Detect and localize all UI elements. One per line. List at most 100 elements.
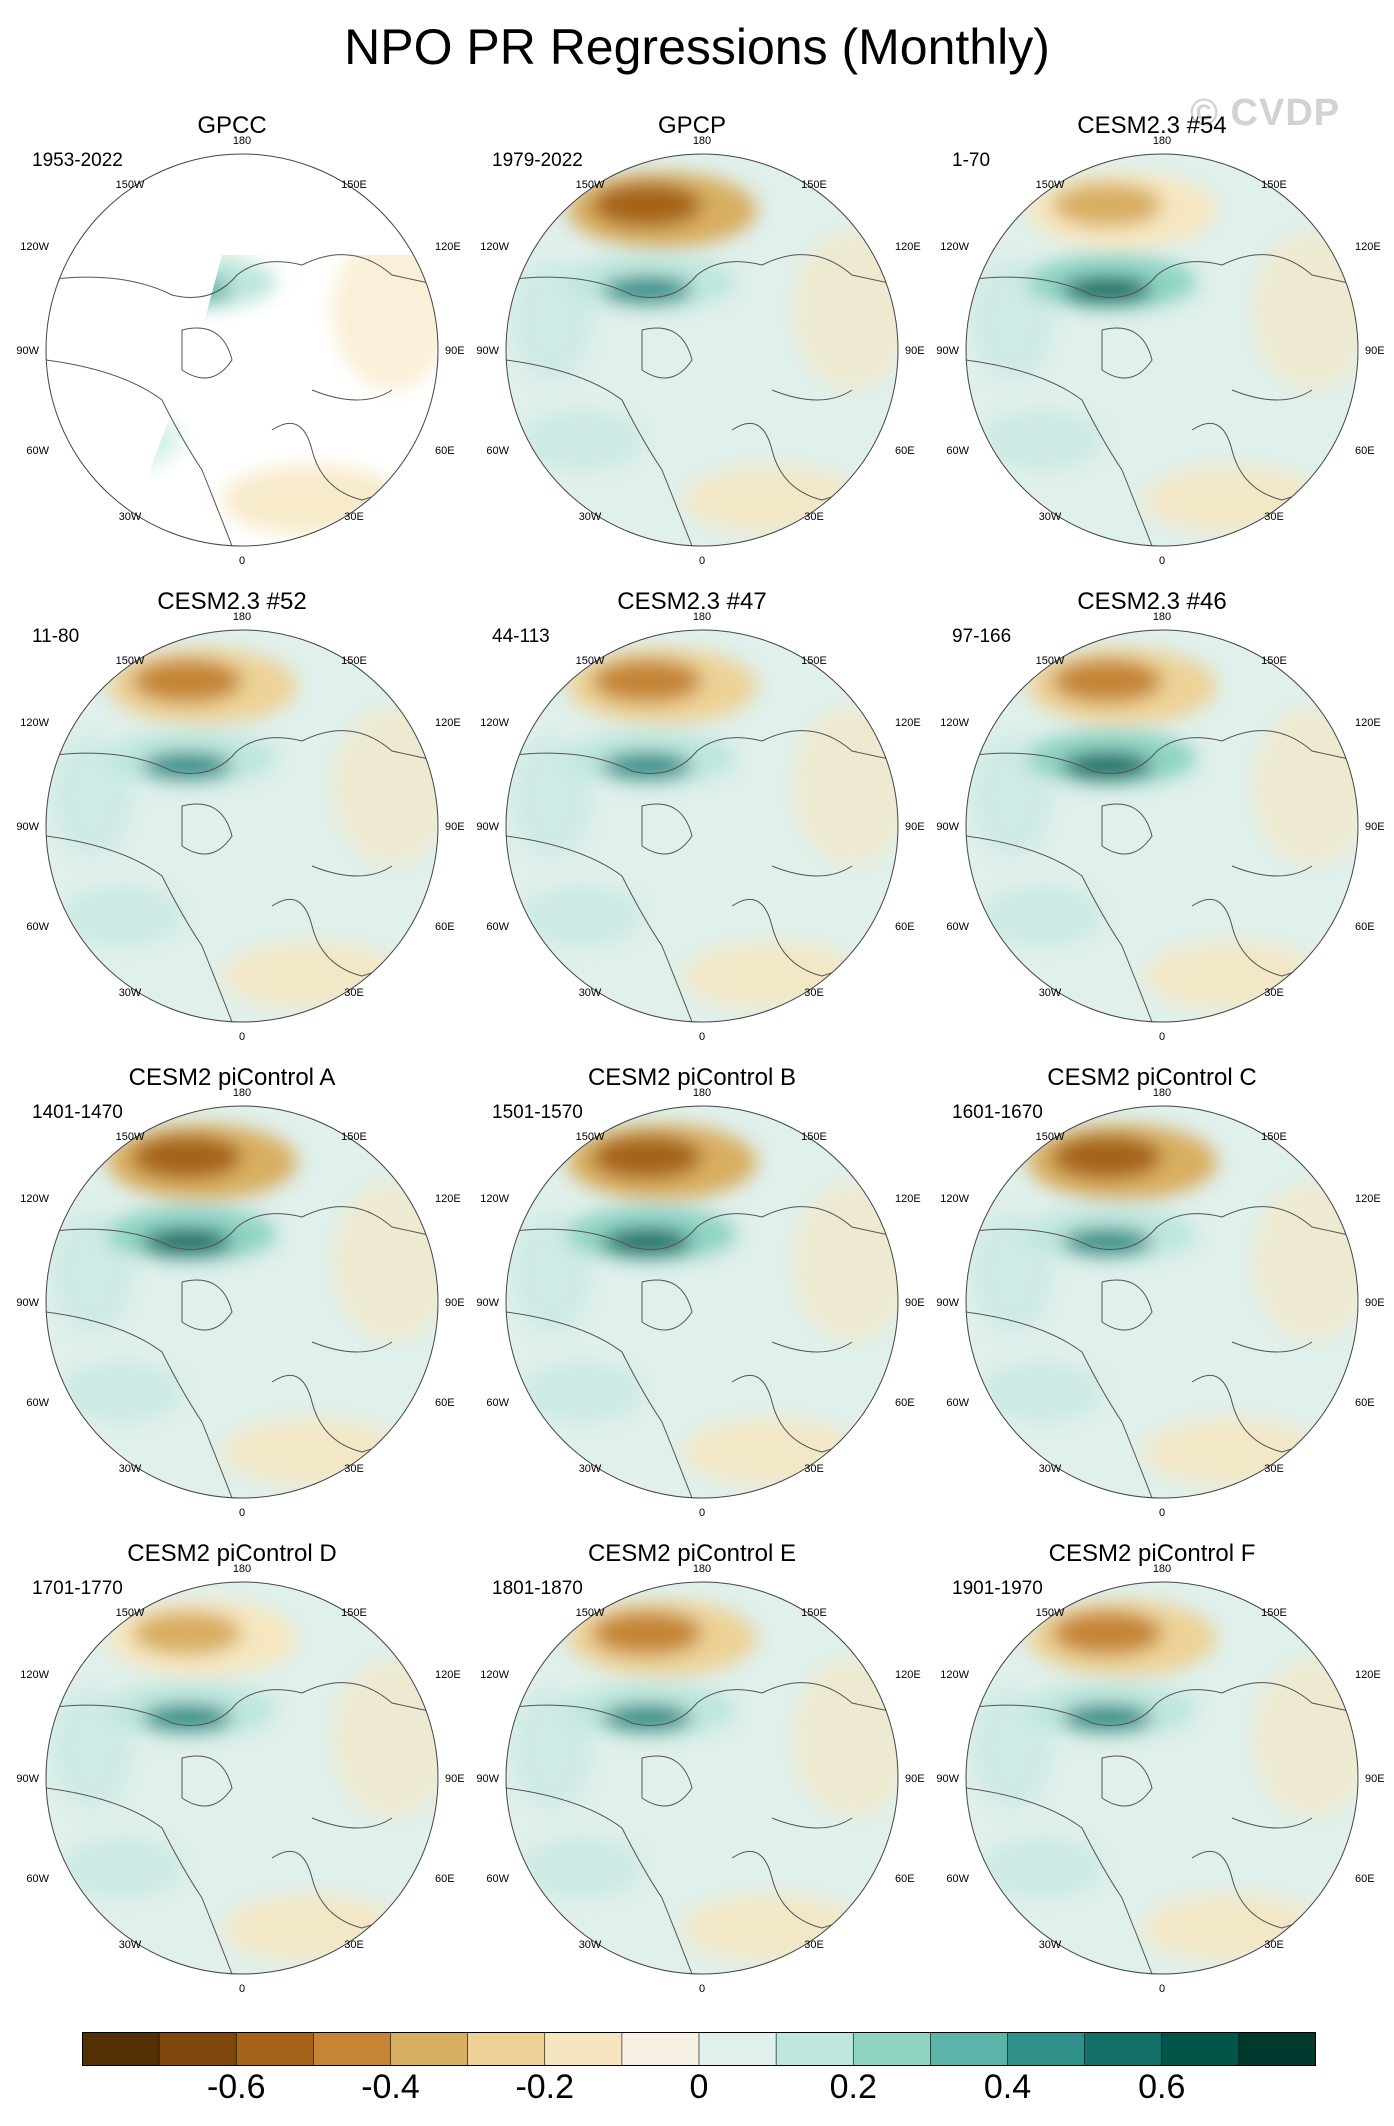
lon-label-lower_right: 30E [1264, 1939, 1284, 1951]
lon-label-mid_upper_right: 120E [435, 1669, 461, 1681]
atlantic-wet-anomaly [982, 886, 1102, 946]
map-panel: GPCP 1979-2022 180 0 150W 150E 120W 120E 90W 90E 6… [476, 112, 924, 567]
coastlines [46, 730, 438, 1022]
atlantic-wet-anomaly [522, 1362, 642, 1422]
lon-label-mid_upper_right: 120E [435, 1193, 461, 1205]
lon-label-left: 90W [476, 821, 499, 833]
panel-period: 1953-2022 [32, 150, 123, 171]
europe-dry-anomaly [222, 1417, 402, 1487]
lon-label-upper_right: 150E [1261, 1607, 1287, 1619]
panel-period: 1401-1470 [32, 1102, 123, 1123]
lon-label-mid_lower_right: 60E [1355, 921, 1375, 933]
lon-label-mid_lower_left: 60W [946, 1873, 969, 1885]
lon-label-left: 90W [16, 821, 39, 833]
lon-label-top: 180 [693, 135, 711, 147]
lon-label-lower_left: 30W [119, 987, 142, 999]
lon-label-mid_lower_left: 60W [486, 445, 509, 457]
lon-label-bottom: 0 [699, 1031, 705, 1043]
lon-label-mid_upper_right: 120E [1355, 1669, 1381, 1681]
atlantic-wet-anomaly [522, 1838, 642, 1898]
lon-label-lower_right: 30E [1264, 987, 1284, 999]
pacific-wet-core [1062, 1228, 1152, 1256]
lon-label-mid_upper_right: 120E [895, 241, 921, 253]
lon-label-mid_upper_left: 120W [20, 717, 49, 729]
panel-title: CESM2 piControl C [1047, 1064, 1257, 1091]
lon-label-upper_right: 150E [801, 1131, 827, 1143]
map-border [965, 1105, 1359, 1499]
lon-label-right: 90E [905, 345, 925, 357]
lon-label-lower_right: 30E [804, 1463, 824, 1475]
lon-label-mid_lower_left: 60W [486, 1397, 509, 1409]
map-border [45, 629, 439, 1023]
map-panel: CESM2 piControl B 1501-1570 180 0 150W 150E 12… [476, 1064, 924, 1519]
lon-label-top: 180 [233, 1087, 251, 1099]
lon-label-upper_right: 150E [341, 179, 367, 191]
lon-label-lower_left: 30W [119, 1939, 142, 1951]
page-title: NPO PR Regressions (Monthly) [344, 19, 1050, 75]
lon-label-left: 90W [476, 345, 499, 357]
pacific-dry-core [592, 659, 702, 703]
colorbar-tick-label: 0.4 [983, 2068, 1032, 2106]
lon-label-mid_lower_left: 60W [486, 1873, 509, 1885]
polar-map: 180 0 150W 150E 120W 120E 90W 90E 60W 60E 30W 30E [476, 1563, 924, 1995]
lon-label-lower_right: 30E [1264, 1463, 1284, 1475]
lon-label-mid_upper_right: 120E [895, 717, 921, 729]
lon-label-mid_upper_left: 120W [940, 241, 969, 253]
lon-label-bottom: 0 [699, 1983, 705, 1995]
lon-label-mid_upper_left: 120W [480, 241, 509, 253]
lon-label-top: 180 [693, 611, 711, 623]
polar-map: 180 0 150W 150E 120W 120E 90W 90E 60W 60E 30W 30E [476, 611, 924, 1043]
pacific-dry-core [592, 183, 702, 227]
lon-label-mid_lower_left: 60W [486, 921, 509, 933]
lon-label-left: 90W [936, 1773, 959, 1785]
colorbar-bin [930, 2032, 1009, 2066]
panel-period: 1701-1770 [32, 1578, 123, 1599]
lon-label-upper_right: 150E [801, 179, 827, 191]
lon-label-lower_right: 30E [804, 987, 824, 999]
lon-label-lower_left: 30W [119, 1463, 142, 1475]
lon-label-mid_upper_left: 120W [940, 717, 969, 729]
lon-label-right: 90E [445, 1773, 465, 1785]
panel-period: 44-113 [492, 626, 550, 647]
lon-label-lower_right: 30E [344, 1939, 364, 1951]
lon-label-upper_left: 150W [116, 179, 145, 191]
colorbar-bin [699, 2032, 777, 2066]
lon-label-mid_lower_left: 60W [946, 921, 969, 933]
lon-label-left: 90W [936, 821, 959, 833]
watermark: © CVDP [1190, 92, 1341, 134]
pacific-dry-core [1052, 1135, 1162, 1179]
map-panel: CESM2 piControl D 1701-1770 180 0 150W 150E 12… [16, 1540, 464, 1995]
lon-label-mid_lower_left: 60W [26, 1873, 49, 1885]
colorbar-tick-label: -0.6 [206, 2068, 266, 2106]
atlantic-wet-anomaly [522, 886, 642, 946]
atlantic-wet-anomaly [62, 886, 182, 946]
pacific-dry-core [1052, 183, 1162, 227]
lon-label-upper_left: 150W [576, 179, 605, 191]
colorbar-bin [82, 2032, 160, 2066]
lon-label-mid_lower_right: 60E [435, 921, 455, 933]
map-border [965, 629, 1359, 1023]
lon-label-mid_lower_right: 60E [435, 1397, 455, 1409]
lon-label-mid_upper_left: 120W [20, 1669, 49, 1681]
lon-label-upper_right: 150E [341, 655, 367, 667]
lon-label-mid_lower_right: 60E [895, 1397, 915, 1409]
lon-label-top: 180 [1153, 1563, 1171, 1575]
lon-label-top: 180 [233, 135, 251, 147]
colorbar-bin [853, 2032, 931, 2066]
lon-label-top: 180 [1153, 135, 1171, 147]
polar-map: 180 0 150W 150E 120W 120E 90W 90E 60W 60E 30W 30E [16, 611, 464, 1043]
lon-label-top: 180 [693, 1563, 711, 1575]
lon-label-right: 90E [445, 1297, 465, 1309]
map-border [505, 153, 899, 547]
lon-label-mid_lower_right: 60E [895, 1873, 915, 1885]
lon-label-lower_left: 30W [579, 511, 602, 523]
lon-label-lower_right: 30E [344, 1463, 364, 1475]
atlantic-wet-anomaly [62, 1838, 182, 1898]
lon-label-upper_right: 150E [1261, 179, 1287, 191]
lon-label-lower_right: 30E [1264, 511, 1284, 523]
pacific-dry-core [1052, 1611, 1162, 1655]
polar-map: 180 0 150W 150E 120W 120E 90W 90E 60W 60E 30W 30E [936, 1087, 1384, 1519]
map-border [505, 1581, 899, 1975]
polar-map: 180 0 150W 150E 120W 120E 90W 90E 60W 60E 30W 30E [476, 1087, 924, 1519]
lon-label-upper_left: 150W [1036, 1607, 1065, 1619]
